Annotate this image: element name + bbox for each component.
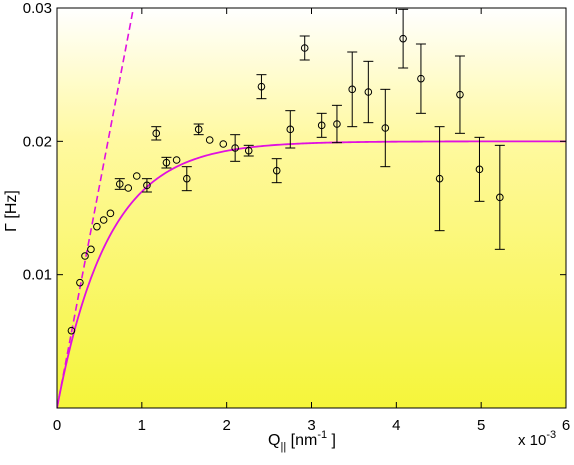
data-point — [399, 34, 407, 43]
x-tick-label: 4 — [392, 417, 400, 434]
data-point — [272, 166, 281, 175]
y-tick-label: 0.02 — [23, 133, 52, 150]
data-point — [76, 278, 84, 287]
y-tick-label: 0.03 — [23, 0, 52, 17]
data-point — [231, 144, 239, 152]
asymptote-line — [57, 8, 135, 408]
data-point — [143, 181, 151, 190]
data-point — [67, 326, 76, 335]
data-point — [172, 156, 181, 164]
data-point — [244, 146, 253, 155]
data-point — [194, 125, 203, 134]
x-tick-label: 5 — [477, 417, 485, 434]
data-point — [475, 165, 484, 174]
data-point — [300, 44, 309, 52]
data-point — [106, 209, 115, 218]
data-point — [496, 193, 504, 202]
x-tick-label: 6 — [562, 417, 570, 434]
x-tick-label: 1 — [138, 417, 146, 434]
data-point — [333, 120, 341, 128]
data-point — [124, 184, 133, 192]
data-point — [152, 129, 161, 138]
data-point — [182, 174, 191, 183]
x-axis-multiplier: x 10-3 — [518, 429, 556, 449]
x-tick-label: 2 — [222, 417, 230, 434]
y-tick-label: 0.01 — [23, 267, 52, 284]
fit-curve — [57, 140, 566, 408]
data-point — [115, 180, 124, 188]
data-point — [456, 90, 464, 99]
data-point — [257, 82, 266, 91]
data-point — [132, 172, 141, 180]
data-point — [93, 222, 101, 231]
data-point — [87, 245, 95, 254]
data-point — [205, 136, 214, 144]
data-point — [435, 174, 444, 183]
data-point — [317, 121, 326, 130]
data-marks — [57, 8, 566, 408]
data-point — [381, 124, 390, 132]
y-axis-label: Γ [Hz] — [3, 190, 20, 232]
x-tick-label: 3 — [307, 417, 315, 434]
data-point — [99, 216, 108, 224]
x-tick-label: 0 — [53, 417, 61, 434]
data-point — [286, 125, 295, 134]
plot-area — [57, 8, 566, 408]
x-axis-label: Q|| [nm-1 ] — [268, 429, 336, 453]
data-point — [219, 140, 228, 148]
data-point — [417, 74, 425, 83]
data-point — [81, 252, 89, 260]
data-point — [162, 158, 171, 167]
axis-ticks: 0 1 2 3 4 5 6 0.01 0.02 0.03 — [23, 0, 570, 434]
data-point — [348, 85, 357, 94]
data-point — [364, 88, 373, 96]
